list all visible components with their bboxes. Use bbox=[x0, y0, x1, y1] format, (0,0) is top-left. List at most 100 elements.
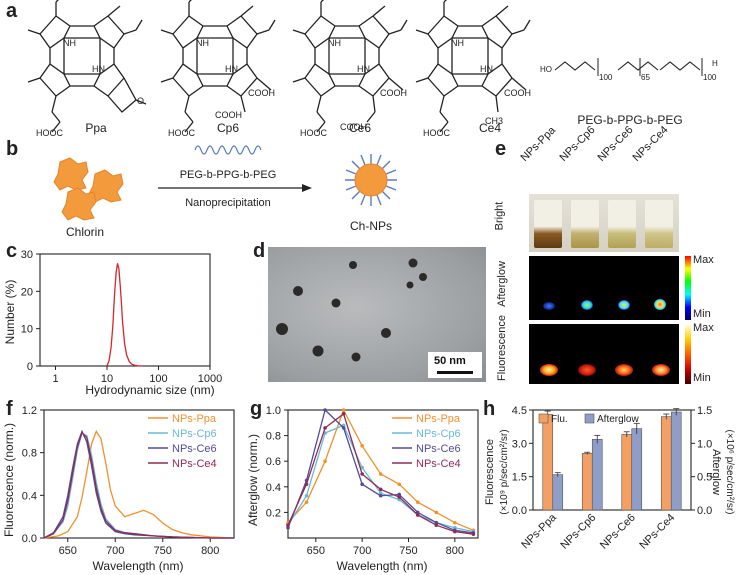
bar-flu bbox=[660, 416, 672, 511]
y-tick-label: 1.0 bbox=[266, 405, 281, 417]
y-tick-label: 0.8 bbox=[22, 448, 37, 460]
panel-label-a: a bbox=[6, 0, 18, 22]
hooc-label: HOOC bbox=[168, 128, 196, 138]
panel-label-f: f bbox=[6, 398, 13, 420]
y-tick-label: 10 bbox=[21, 324, 33, 336]
afterglow-max-label: Max bbox=[693, 254, 714, 266]
x-tick-label: 700 bbox=[106, 545, 124, 557]
data-point bbox=[415, 500, 420, 504]
y-tick-label: 0.2 bbox=[266, 507, 281, 519]
afterglow-spectra-chart: Wavelength (nm) Afterglow (norm.) 650 700… bbox=[246, 405, 479, 573]
bright-image bbox=[529, 194, 679, 252]
legend-swatch bbox=[584, 413, 595, 424]
afterglow-image bbox=[529, 256, 679, 320]
scale-bar-box: 50 nm bbox=[428, 352, 482, 378]
data-point bbox=[378, 491, 383, 495]
plot-frame bbox=[532, 409, 692, 511]
y-tick-label: 20 bbox=[21, 286, 33, 298]
y2-tick-label: 1.5 bbox=[697, 405, 712, 417]
arrow-top-label: PEG-b-PPG-b-PEG bbox=[180, 169, 277, 181]
y2-tick-label: 0.5 bbox=[697, 472, 712, 484]
data-point bbox=[323, 459, 327, 463]
dls-series-line bbox=[106, 263, 144, 367]
name-ce6: Ce6 bbox=[349, 121, 371, 135]
cooh-label: COOH bbox=[248, 88, 275, 98]
chlorin-label: Chlorin bbox=[66, 225, 104, 239]
legend-label: NPs-Ppa bbox=[416, 413, 461, 425]
y-tick-label: 0.6 bbox=[266, 456, 281, 468]
structure-ce6 bbox=[292, 0, 408, 133]
series-line-nps-ppa bbox=[43, 429, 235, 539]
hn-label: HN bbox=[357, 64, 370, 74]
cooh-label: COOH bbox=[380, 88, 407, 98]
data-point bbox=[304, 493, 309, 498]
polymer-h: H bbox=[712, 59, 718, 68]
dls-xlabel: Hydrodynamic size (nm) bbox=[85, 383, 214, 397]
structure-ce4 bbox=[415, 0, 531, 133]
series-line-nps-cp6 bbox=[287, 424, 474, 533]
y-tick-label: 30 bbox=[21, 249, 33, 261]
bar-afterglow bbox=[591, 439, 603, 511]
polymer-coil-icon bbox=[194, 145, 262, 155]
panel-label-g: g bbox=[250, 398, 263, 420]
panel-label-h: h bbox=[483, 398, 496, 420]
x-tick-label: 650 bbox=[59, 545, 77, 557]
y-tick-label: 0.0 bbox=[512, 505, 527, 517]
row-label-fluorescence: Fluorescence bbox=[496, 314, 509, 382]
fluorescence-colorbar bbox=[685, 324, 691, 384]
scale-bar bbox=[437, 371, 473, 374]
fluorescence-max-label: Max bbox=[693, 322, 714, 334]
nh-label: NH bbox=[196, 38, 209, 48]
row-label-bright: Bright bbox=[493, 201, 506, 231]
panel-label-d: d bbox=[253, 240, 266, 262]
structures-panel-a: NH HN O NH HN NH HN NH HN HOOC HOOC COOH… bbox=[27, 0, 718, 138]
dls-ylabel: Number (%) bbox=[3, 280, 17, 345]
y-tick-label: 0.4 bbox=[22, 490, 37, 502]
x-tick-label: 700 bbox=[353, 545, 371, 557]
x-tick-label: 800 bbox=[201, 545, 219, 557]
data-point bbox=[415, 513, 420, 517]
y-tick-label: 1.2 bbox=[22, 405, 37, 417]
y-tick-label: 0.8 bbox=[266, 431, 281, 443]
g-xlabel: Wavelength (nm) bbox=[337, 559, 428, 573]
data-point bbox=[323, 426, 327, 430]
nh-label: NH bbox=[63, 38, 76, 48]
structure-ppa bbox=[27, 0, 147, 133]
plot-frame bbox=[39, 253, 211, 367]
legend-swatch bbox=[538, 413, 549, 424]
f-xlabel: Wavelength (nm) bbox=[93, 559, 184, 573]
data-point bbox=[341, 408, 346, 412]
data-point bbox=[397, 495, 402, 499]
hooc-label: HOOC bbox=[300, 128, 328, 138]
x-tick-label: 1000 bbox=[198, 373, 222, 385]
scale-bar-label: 50 nm bbox=[434, 355, 466, 367]
y2-tick-label: 1.0 bbox=[697, 438, 712, 450]
data-point bbox=[286, 525, 290, 530]
legend-label: NPs-Cp6 bbox=[416, 428, 461, 440]
nh-label: NH bbox=[451, 38, 464, 48]
plot-frame bbox=[287, 409, 479, 539]
data-point bbox=[471, 532, 476, 536]
tem-image: 50 nm bbox=[268, 247, 486, 382]
panel-label-b: b bbox=[6, 138, 19, 160]
data-point bbox=[453, 529, 457, 534]
arrow-bottom-label: Nanoprecipitation bbox=[185, 197, 271, 209]
polymer-name: PEG-b-PPG-b-PEG bbox=[577, 113, 682, 127]
data-point bbox=[434, 520, 439, 525]
x-tick-label: 1 bbox=[52, 373, 58, 385]
bar-flu bbox=[621, 434, 633, 511]
polymer-structure: HO 100 65 100 H PEG-b-PPG-b-PEG bbox=[540, 58, 718, 127]
product-label: Ch-NPs bbox=[350, 219, 392, 233]
panel-label-e: e bbox=[495, 138, 507, 160]
category-label: NPs-Ppa bbox=[519, 511, 559, 551]
data-point bbox=[304, 482, 309, 487]
afterglow-colorbar bbox=[685, 256, 691, 320]
y-tick-label: 0.4 bbox=[266, 482, 281, 494]
category-label: NPs-Ce4 bbox=[637, 512, 677, 552]
h-y2label-unit: (×10⁶ p/sec/cm²/sr) bbox=[724, 430, 735, 515]
h-ylabel: Fluorescence bbox=[484, 439, 496, 505]
legend-label: NPs-Ce4 bbox=[416, 458, 461, 470]
fluorescence-image bbox=[529, 324, 679, 384]
dls-chart: Hydrodynamic size (nm) Number (%) 1 10 100… bbox=[3, 249, 222, 397]
afterglow-min-label: Min bbox=[693, 308, 711, 320]
